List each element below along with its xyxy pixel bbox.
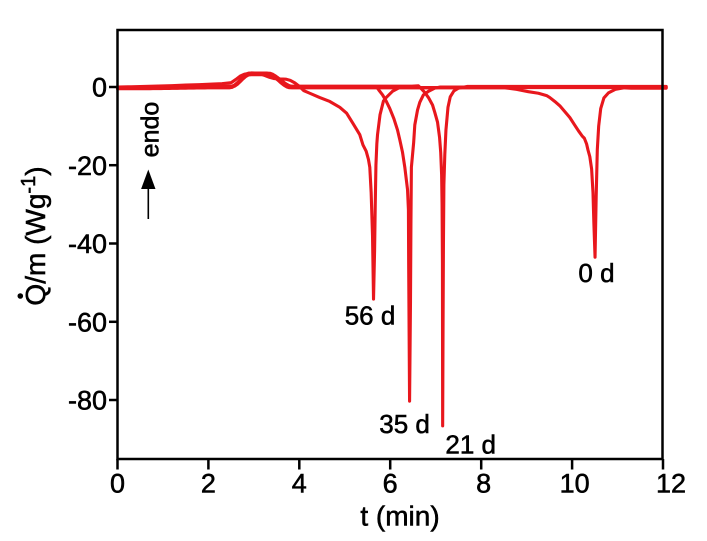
svg-text:10: 10 — [560, 469, 590, 499]
svg-text:-60: -60 — [68, 307, 107, 337]
svg-text:2: 2 — [201, 469, 216, 499]
svg-text:35 d: 35 d — [379, 409, 430, 439]
svg-text:6: 6 — [383, 469, 398, 499]
svg-text:-20: -20 — [68, 151, 107, 181]
svg-text:56 d: 56 d — [345, 301, 396, 331]
svg-text:-40: -40 — [68, 229, 107, 259]
svg-text:endo: endo — [137, 102, 165, 158]
svg-text:0 d: 0 d — [578, 258, 614, 288]
svg-text:21 d: 21 d — [445, 430, 496, 460]
svg-text:12: 12 — [656, 469, 686, 499]
svg-text:8: 8 — [476, 469, 491, 499]
svg-text:-80: -80 — [68, 386, 107, 416]
svg-text:0: 0 — [110, 469, 125, 499]
svg-text:t (min): t (min) — [360, 501, 439, 532]
svg-text:0: 0 — [92, 73, 107, 103]
svg-text:4: 4 — [292, 469, 307, 499]
